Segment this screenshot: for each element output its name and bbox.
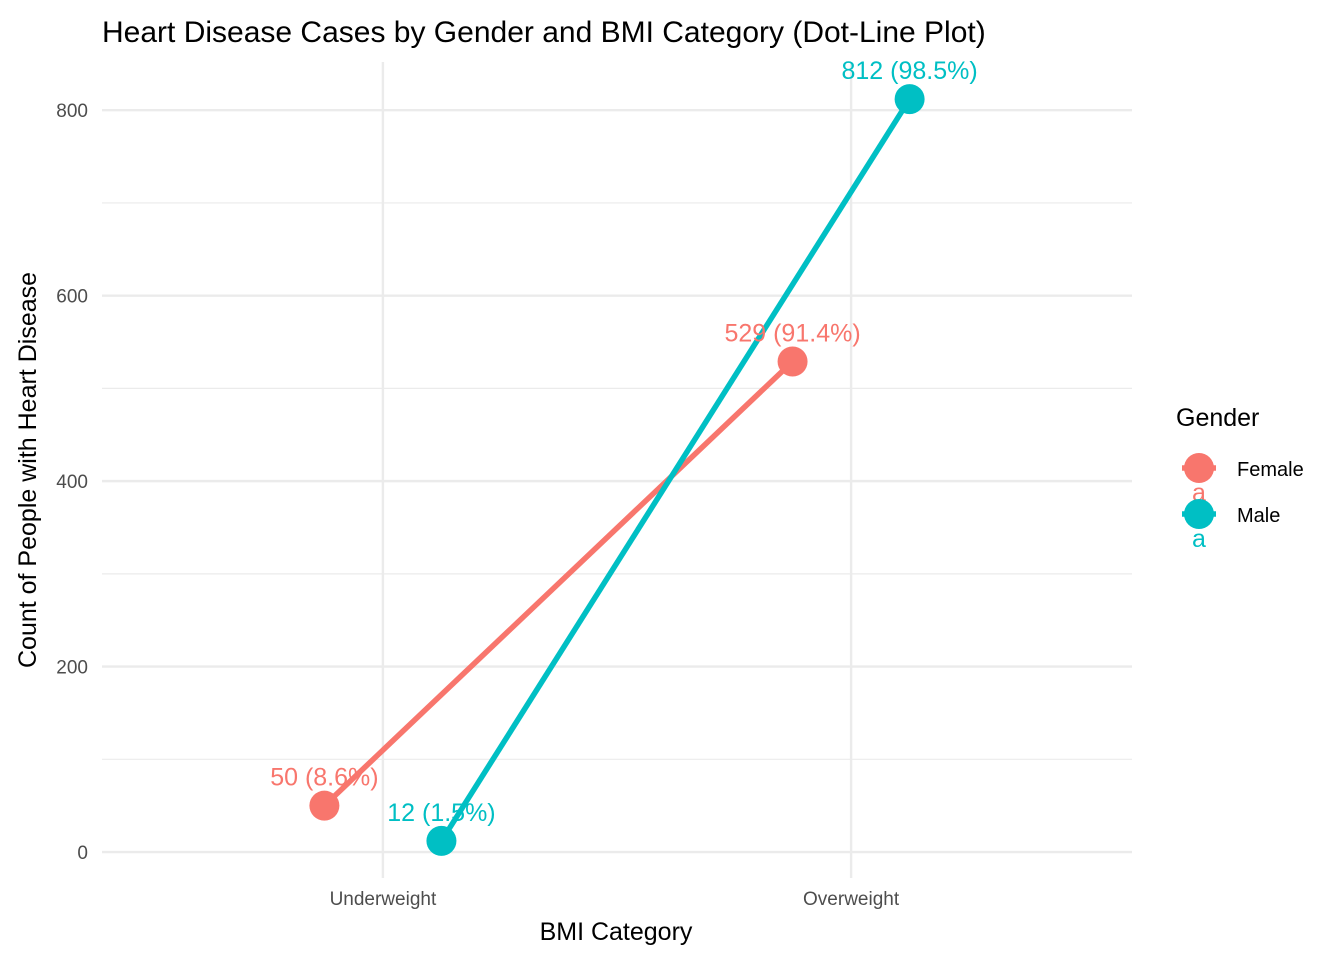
legend-key-point-female — [1184, 453, 1214, 483]
series-layer: 50 (8.6%) 529 (91.4%) 12 (1.5%) 812 (98.5%) — [270, 57, 978, 856]
legend-title: Gender — [1176, 404, 1259, 432]
data-label-male: 12 (1.5%) — [387, 799, 495, 827]
legend-label-male: Male — [1237, 505, 1280, 527]
x-axis-title: BMI Category — [540, 918, 693, 946]
data-label-female: 529 (91.4%) — [724, 320, 860, 348]
y-tick-label: 400 — [56, 472, 88, 493]
data-label-female: 50 (8.6%) — [270, 764, 378, 792]
axis-layer: 0 200 400 600 800 Underweight Overweight — [56, 101, 900, 910]
data-point-female — [309, 790, 340, 821]
legend-key-glyph-male: a — [1192, 525, 1206, 553]
x-tick-label: Overweight — [803, 889, 900, 910]
grid-layer — [102, 62, 1132, 878]
legend-label-female: Female — [1237, 459, 1304, 481]
y-tick-label: 0 — [77, 843, 88, 864]
y-tick-label: 600 — [56, 287, 88, 308]
y-axis-title: Count of People with Heart Disease — [14, 272, 42, 668]
data-point-female — [777, 346, 808, 377]
data-point-male — [894, 84, 925, 115]
y-tick-label: 800 — [56, 101, 88, 122]
series-line-male — [439, 97, 912, 843]
data-label-male: 812 (98.5%) — [842, 57, 978, 85]
series-line-female — [322, 359, 795, 808]
legend-key-point-male — [1184, 499, 1214, 529]
y-tick-label: 200 — [56, 658, 88, 679]
chart-title: Heart Disease Cases by Gender and BMI Ca… — [102, 16, 986, 49]
data-point-male — [426, 825, 457, 856]
x-tick-label: Underweight — [330, 889, 437, 910]
